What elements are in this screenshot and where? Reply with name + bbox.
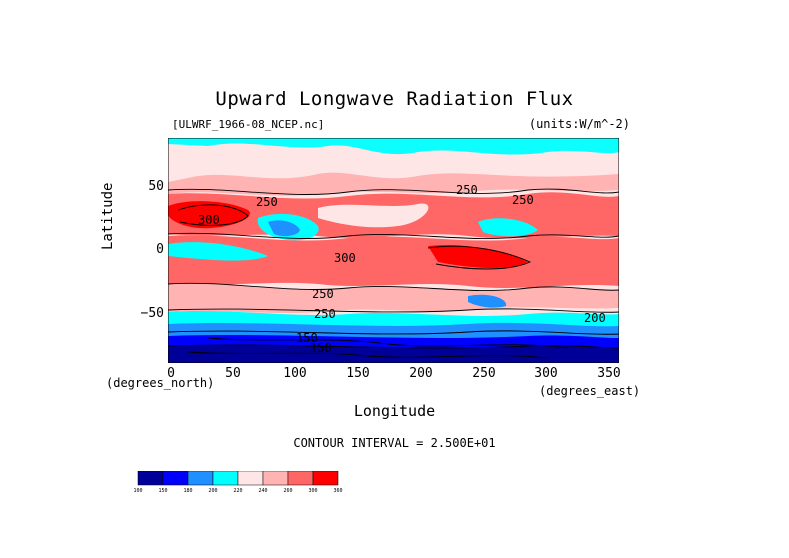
antarctic-edge-band [168,322,619,338]
x-tick-100: 100 [283,366,307,381]
colorbar-swatch [312,471,339,486]
colorbar-tick: 220 [233,488,243,494]
colorbar-swatch [287,471,314,486]
colorbar-tick: 260 [283,488,293,494]
colorbar-swatch [137,471,164,486]
colorbar-swatch [187,471,214,486]
y-tick-0: 0 [156,242,164,257]
tropical-hot-patch [428,245,528,269]
tibet-deep-patch [268,220,300,237]
southern-cold-patch [468,294,507,308]
contour-label: 300 [198,213,220,227]
colorbar-swatch [212,471,239,486]
colorbar-tick: 200 [208,488,218,494]
convective-patch-north [318,203,429,228]
x-tick-300: 300 [534,366,558,381]
y-tick-50: 50 [148,179,164,194]
colorbar-tick: 360 [333,488,343,494]
colorbar-tick: 180 [183,488,193,494]
northern-midlat-band [168,172,619,196]
units-label: (units:W/m^-2) [528,117,630,131]
cold-patch-east [478,218,538,237]
x-tick-350: 350 [597,366,621,381]
flux-contour-map: 250 300 250 250 250 300 250 200 150 150 [168,138,619,363]
contour-label: 250 [314,307,336,321]
dateline-cold-patch [168,242,268,261]
colorbar-tick: 100 [133,488,143,494]
contour-label: 150 [296,331,318,345]
hot-region-west [168,201,250,229]
colorbar-tick: 240 [258,488,268,494]
x-tick-50: 50 [225,366,241,381]
colorbar-swatch [262,471,289,486]
colorbar-swatch [237,471,264,486]
contour-label: 250 [256,195,278,209]
contour-lines [168,188,619,359]
colorbar-tick: 300 [308,488,318,494]
contour-label: 150 [310,341,332,355]
contour-label: 250 [312,287,334,301]
x-axis-label: Longitude [353,402,436,420]
colorbar-swatch [162,471,189,486]
y-axis-unit: (degrees_north) [106,376,215,390]
x-tick-0: 0 [167,366,175,381]
southern-midlat-band [168,283,619,314]
dataset-filename: [ULWRF_1966-08_NCEP.nc] [172,118,325,131]
x-tick-250: 250 [472,366,496,381]
tropical-band [168,235,619,288]
y-tick-minus-50: −50 [140,306,164,321]
map-title: Upward Longwave Radiation Flux [215,88,574,110]
colorbar [137,471,339,486]
x-tick-150: 150 [346,366,370,381]
colorbar-tick: 150 [158,488,168,494]
x-tick-200: 200 [409,366,433,381]
contour-label: 300 [334,251,356,265]
contour-interval: CONTOUR INTERVAL = 2.500E+01 [293,436,496,450]
y-axis-label: Latitude [100,182,116,250]
x-axis-unit: (degrees_east) [539,384,641,398]
antarctic-deep-band [168,345,619,363]
contour-label: 200 [584,311,606,325]
contour-label: 250 [512,193,534,207]
contour-label: 250 [456,183,478,197]
arctic-cold-band [168,138,619,155]
